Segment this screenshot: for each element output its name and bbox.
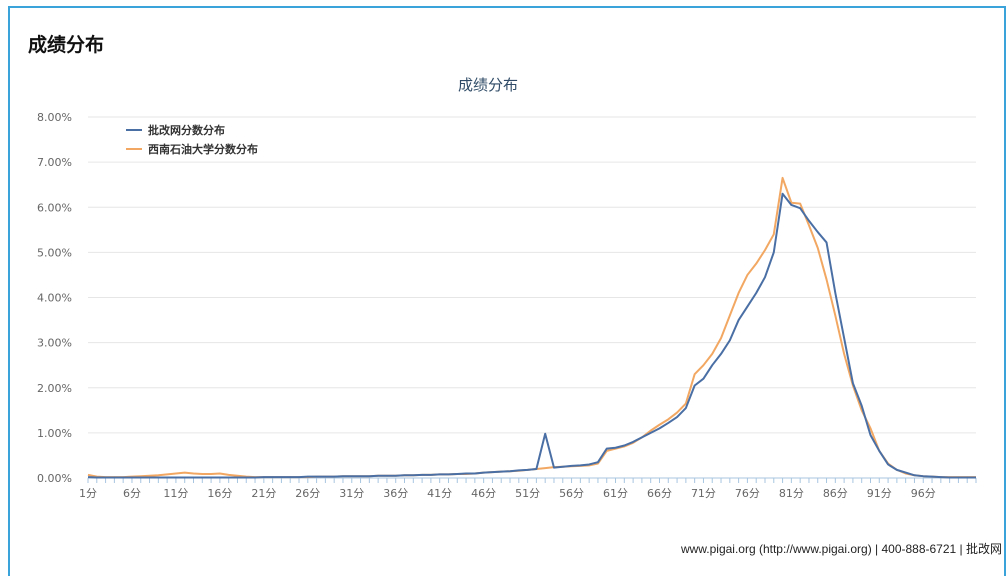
- x-tick-label: 66分: [647, 487, 672, 500]
- footer-text: www.pigai.org (http://www.pigai.org) | 4…: [680, 542, 1002, 556]
- x-tick-label: 36分: [383, 487, 408, 500]
- y-tick-label: 0.00%: [37, 472, 72, 485]
- x-tick-label: 26分: [295, 487, 320, 500]
- x-tick-label: 96分: [911, 487, 936, 500]
- legend-label-series-1[interactable]: 批改网分数分布: [148, 123, 225, 137]
- x-tick-label: 21分: [251, 487, 276, 500]
- y-tick-label: 1.00%: [37, 427, 72, 440]
- x-tick-label: 46分: [471, 487, 496, 500]
- x-tick-label: 6分: [123, 487, 141, 500]
- legend[interactable]: 批改网分数分布 西南石油大学分数分布: [126, 123, 258, 156]
- x-tick-label: 11分: [163, 487, 188, 500]
- legend-label-series-2[interactable]: 西南石油大学分数分布: [148, 142, 258, 156]
- y-tick-label: 6.00%: [37, 201, 72, 214]
- panel-frame: [8, 6, 1006, 576]
- y-tick-label: 3.00%: [37, 337, 72, 350]
- y-tick-label: 8.00%: [37, 111, 72, 124]
- y-tick-label: 4.00%: [37, 292, 72, 305]
- x-tick-label: 1分: [79, 487, 97, 500]
- x-axis: 1分 6分 11分 16分 21分 26分 31分 36分 41分 46分 51分 56分 61分 66分…: [79, 477, 977, 500]
- x-tick-label: 16分: [207, 487, 232, 500]
- x-tick-label: 56分: [559, 487, 584, 500]
- section-title: 成绩分布: [28, 34, 105, 56]
- x-tick-label: 51分: [515, 487, 540, 500]
- x-tick-label: 41分: [427, 487, 452, 500]
- y-tick-label: 2.00%: [37, 382, 72, 395]
- chart-title: 成绩分布: [458, 76, 518, 94]
- x-tick-label: 91分: [867, 487, 892, 500]
- x-tick-label: 86分: [823, 487, 848, 500]
- grid-layer: 0.00% 1.00% 2.00% 3.00% 4.00% 5.00% 6.00% 7.00%…: [37, 111, 976, 485]
- x-tick-label: 71分: [691, 487, 716, 500]
- x-tick-label: 76分: [735, 487, 760, 500]
- x-tick-label: 61分: [603, 487, 628, 500]
- y-tick-label: 5.00%: [37, 246, 72, 259]
- series-line-pigai[interactable]: [87, 192, 976, 479]
- x-tick-label: 81分: [779, 487, 804, 500]
- y-tick-label: 7.00%: [37, 156, 72, 169]
- series-layer: [87, 176, 976, 479]
- x-tick-label: 31分: [339, 487, 364, 500]
